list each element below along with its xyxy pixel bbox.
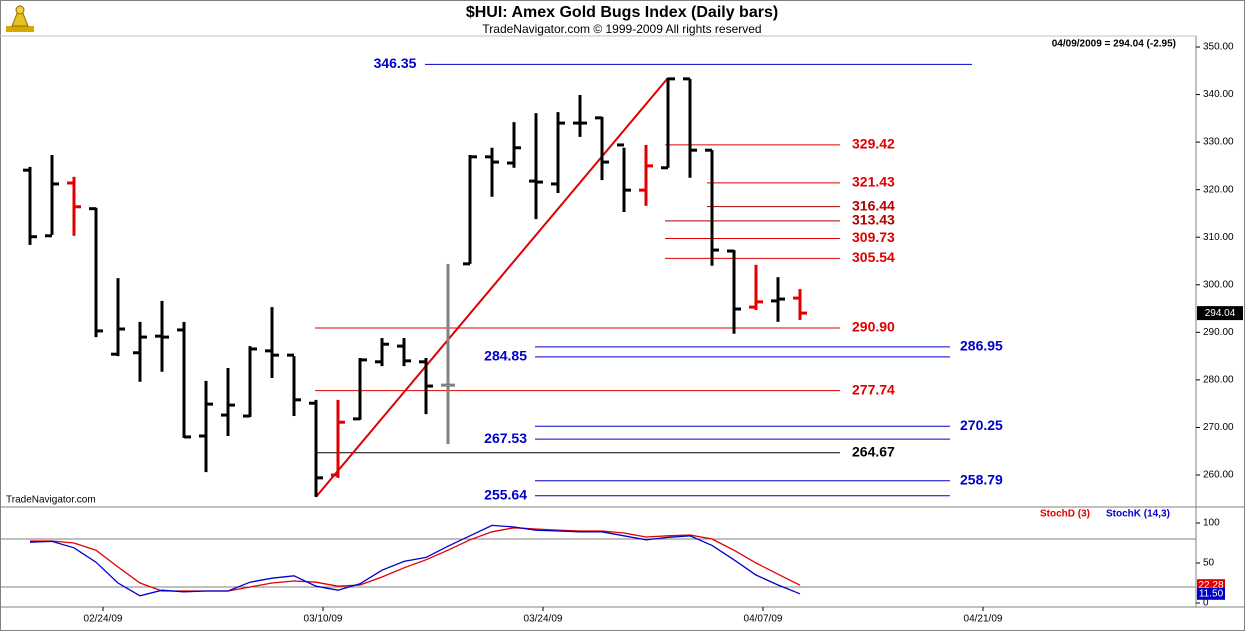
level-label: 290.90 — [852, 319, 895, 335]
series-line — [29, 524, 801, 597]
chart-subtitle: TradeNavigator.com © 1999-2009 All right… — [482, 22, 761, 36]
level-label: 329.42 — [852, 136, 895, 152]
y-tick-label: 310.00 — [1203, 232, 1234, 243]
last-price: 294.04 — [1205, 308, 1236, 319]
trend-line — [315, 77, 669, 498]
level-label: 309.73 — [852, 229, 895, 245]
level-label: 316.44 — [852, 197, 895, 213]
y-tick-label: 280.00 — [1203, 375, 1234, 386]
level-label: 277.74 — [852, 381, 895, 397]
y-tick-label: 330.00 — [1203, 137, 1234, 148]
level-label: 346.35 — [374, 55, 417, 71]
x-tick-label: 04/21/09 — [964, 614, 1003, 625]
legend-entry: StochD (3) — [1040, 509, 1090, 520]
last-value-label: 11.50 — [1199, 588, 1224, 599]
level-label: 321.43 — [852, 174, 895, 190]
y-tick-label: 0 — [1203, 598, 1209, 609]
x-tick-label: 03/24/09 — [524, 614, 563, 625]
series-line — [30, 527, 801, 592]
annotation: 04/09/2009 = 294.04 (-2.95) — [1052, 39, 1176, 50]
y-tick-label: 300.00 — [1203, 279, 1234, 290]
y-tick-label: 340.00 — [1203, 89, 1234, 100]
level-label: 313.43 — [852, 212, 895, 228]
y-tick-label: 50 — [1203, 558, 1215, 569]
y-tick-label: 270.00 — [1203, 422, 1234, 433]
y-tick-label: 290.00 — [1203, 327, 1234, 338]
y-tick-label: 320.00 — [1203, 184, 1234, 195]
level-label: 284.85 — [484, 348, 527, 364]
x-tick-label: 03/10/09 — [304, 614, 343, 625]
x-tick-label: 04/07/09 — [744, 614, 783, 625]
y-tick-label: 350.00 — [1203, 42, 1234, 53]
last-value-box — [1197, 587, 1225, 600]
level-label: 258.79 — [960, 471, 1003, 487]
level-label: 264.67 — [852, 443, 895, 459]
last-value-label: 22.28 — [1198, 580, 1223, 591]
logo — [6, 4, 34, 32]
watermark: TradeNavigator.com — [6, 495, 96, 506]
x-tick-label: 02/24/09 — [84, 614, 123, 625]
level-label: 270.25 — [960, 417, 1003, 433]
level-label: 267.53 — [484, 430, 527, 446]
legend-entry: StochK (14,3) — [1106, 509, 1170, 520]
level-label: 255.64 — [484, 486, 527, 502]
chart-title: $HUI: Amex Gold Bugs Index (Daily bars) — [466, 4, 778, 21]
last-price-box — [1197, 306, 1243, 321]
level-label: 286.95 — [960, 338, 1003, 354]
level-label: 305.54 — [852, 249, 895, 265]
y-tick-label: 100 — [1203, 518, 1220, 529]
y-tick-label: 260.00 — [1203, 470, 1234, 481]
